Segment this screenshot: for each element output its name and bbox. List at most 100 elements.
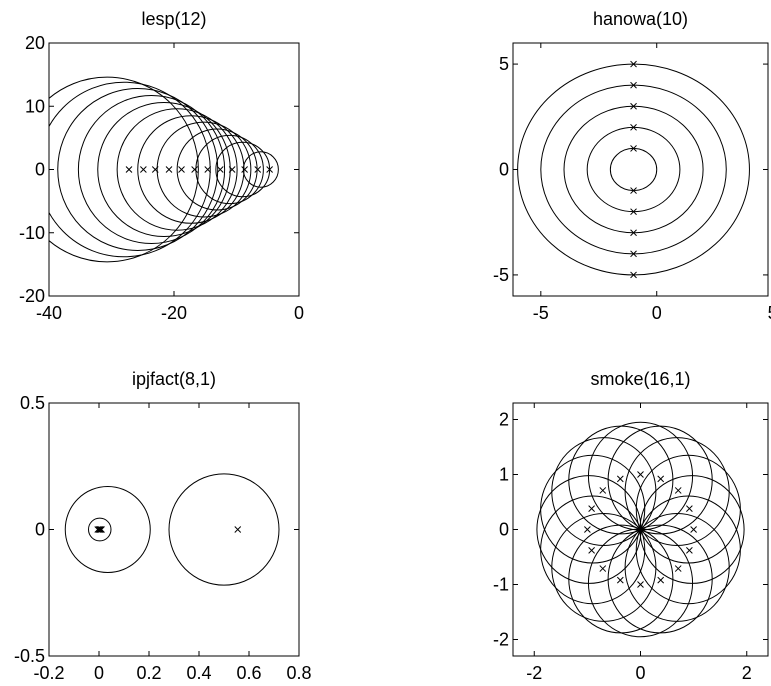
y-tick-label: 0 — [35, 520, 45, 540]
y-tick-label: 0 — [499, 160, 509, 180]
plot-title: hanowa(10) — [593, 9, 688, 29]
gershgorin-circle — [195, 134, 264, 205]
eigenvalue-marker — [97, 526, 104, 533]
plot-title: smoke(16,1) — [590, 369, 690, 389]
eigenvalue-marker — [637, 471, 644, 478]
axes-frame — [48, 402, 300, 657]
y-tick-label: 5 — [499, 54, 509, 74]
x-tick-label: -0.2 — [33, 663, 64, 683]
gershgorin-circle — [568, 425, 674, 535]
gershgorin-circle — [540, 84, 727, 255]
plot-title: lesp(12) — [141, 9, 206, 29]
plot-title: ipjfact(8,1) — [132, 369, 216, 389]
eigenvalue-marker — [630, 229, 637, 237]
eigenvalue-marker — [599, 487, 607, 494]
eigenvalue-marker — [686, 505, 693, 512]
axes-frame — [48, 42, 300, 297]
x-tick-label: 0 — [94, 663, 104, 683]
eigenvalue-marker — [630, 102, 637, 110]
gershgorin-circle — [517, 63, 750, 276]
eigenvalue-marker — [630, 123, 637, 131]
eigenvalue-marker — [151, 166, 159, 173]
gershgorin-circle — [77, 94, 226, 245]
y-tick-label: 1 — [499, 465, 509, 485]
eigenvalue-marker — [165, 166, 173, 173]
plot-area — [536, 421, 745, 638]
subplot-3: ipjfact(8,1) -0.2 0 0.2 0.4 0.6 0.8 -0.5 0 0.5 — [14, 369, 312, 683]
x-tick-label: -2 — [526, 663, 542, 683]
eigenvalue-marker — [630, 145, 637, 152]
gershgorin-circle — [168, 473, 280, 586]
eigenvalue-marker — [657, 576, 665, 584]
gershgorin-circle — [242, 151, 279, 188]
x-tick-label: 0 — [294, 303, 304, 323]
eigenvalue-marker — [588, 547, 595, 554]
eigenvalue-marker — [637, 581, 644, 588]
x-tick-label: 0.8 — [286, 663, 311, 683]
x-tick-label: -5 — [533, 303, 549, 323]
gershgorin-circle — [97, 101, 231, 238]
axes-frame — [512, 42, 769, 297]
eigenvalue-marker — [95, 526, 103, 533]
plot-area — [517, 60, 750, 279]
eigenvalue-marker — [686, 547, 693, 554]
eigenvalue-marker — [657, 475, 665, 483]
gershgorin-circle — [116, 108, 238, 231]
y-tick-label: -20 — [19, 286, 45, 306]
x-tick-label: 2 — [742, 663, 752, 683]
gershgorin-circle — [57, 88, 219, 251]
x-tick-label: 0.4 — [186, 663, 211, 683]
subplot-4: smoke(16,1) -2 0 2 -2 -1 0 1 2 — [493, 369, 769, 683]
eigenvalue-marker — [125, 166, 133, 173]
plot-area — [49, 76, 279, 263]
y-tick-label: 20 — [25, 33, 45, 53]
y-tick-label: 0 — [35, 160, 45, 180]
y-tick-label: -1 — [493, 575, 509, 595]
x-tick-label: 0 — [652, 303, 662, 323]
eigenvalue-marker — [234, 526, 242, 533]
eigenvalue-marker — [584, 526, 591, 533]
eigenvalue-marker — [690, 526, 697, 533]
eigenvalue-marker — [630, 187, 637, 194]
y-tick-label: -2 — [493, 630, 509, 650]
eigenvalue-marker — [588, 505, 595, 512]
eigenvalue-marker — [178, 166, 185, 173]
gershgorin-circle — [609, 147, 658, 192]
subplot-2: hanowa(10) -5 0 5 -5 0 5 — [493, 9, 771, 323]
eigenvalue-marker — [616, 475, 624, 483]
eigenvalue-marker — [630, 81, 637, 89]
eigenvalue-marker — [266, 166, 273, 173]
eigenvalue-marker — [599, 565, 607, 572]
eigenvalue-marker — [216, 166, 224, 173]
eigenvalue-marker — [191, 166, 198, 173]
y-tick-label: 0 — [499, 520, 509, 540]
gershgorin-circle — [88, 517, 112, 542]
x-tick-label: -40 — [36, 303, 62, 323]
y-tick-label: -5 — [493, 265, 509, 285]
x-tick-label: 0 — [635, 663, 645, 683]
y-tick-label: -10 — [19, 223, 45, 243]
gershgorin-circle — [586, 126, 681, 213]
y-tick-label: -0.5 — [14, 646, 45, 666]
y-tick-label: 10 — [25, 96, 45, 116]
eigenvalue-marker — [96, 526, 104, 533]
eigenvalue-marker — [254, 166, 262, 173]
eigenvalue-marker — [630, 60, 637, 68]
gershgorin-circle — [540, 454, 646, 564]
eigenvalue-marker — [241, 166, 248, 173]
eigenvalue-marker — [630, 250, 637, 258]
eigenvalue-marker — [98, 526, 105, 533]
gershgorin-circle — [563, 105, 704, 234]
gershgorin-circle — [215, 141, 271, 198]
gershgorin-circle — [64, 485, 151, 574]
gershgorin-circle — [551, 437, 657, 546]
x-tick-label: 0.6 — [236, 663, 261, 683]
eigenvalue-marker — [630, 271, 637, 279]
eigenvalue-marker — [630, 208, 637, 216]
y-tick-label: 0.5 — [20, 393, 45, 413]
eigenvalue-marker — [674, 565, 682, 572]
eigenvalue-marker — [616, 576, 624, 584]
gershgorin-circle — [156, 121, 252, 218]
